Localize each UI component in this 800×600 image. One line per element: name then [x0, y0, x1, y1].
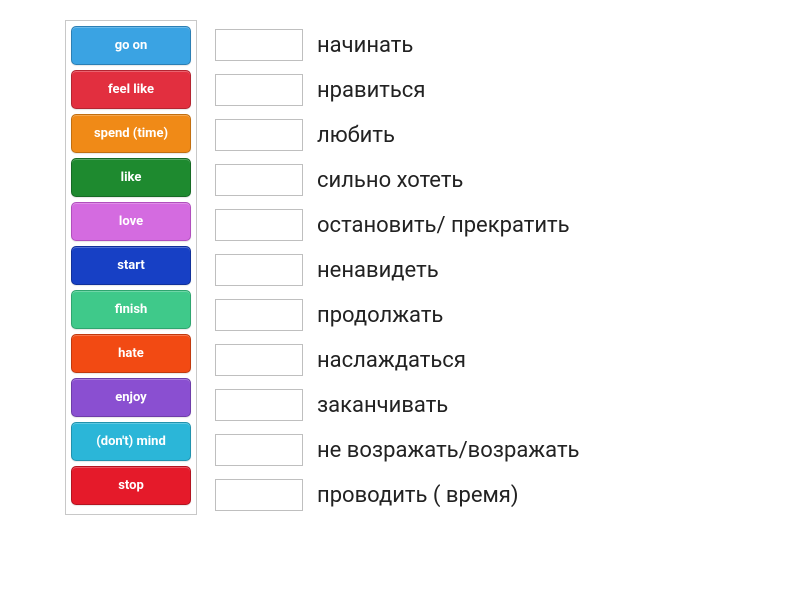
definition-text: продолжать — [317, 303, 443, 328]
draggable-tile[interactable]: like — [71, 158, 191, 197]
drop-zone[interactable] — [215, 299, 303, 331]
definition-text: заканчивать — [317, 393, 448, 418]
target-row: остановить/ прекратить — [215, 205, 579, 245]
targets-panel: начинать нравиться любить сильно хотеть оста… — [215, 20, 579, 515]
draggable-tile[interactable]: enjoy — [71, 378, 191, 417]
definition-text: проводить ( время) — [317, 483, 519, 508]
definition-text: сильно хотеть — [317, 168, 463, 193]
draggable-tile[interactable]: stop — [71, 466, 191, 505]
definition-text: остановить/ прекратить — [317, 213, 570, 238]
draggable-tile[interactable]: love — [71, 202, 191, 241]
definition-text: нравиться — [317, 78, 425, 103]
definition-text: не возражать/возражать — [317, 438, 579, 463]
target-row: нравиться — [215, 70, 579, 110]
definition-text: начинать — [317, 33, 413, 58]
drop-zone[interactable] — [215, 164, 303, 196]
target-row: начинать — [215, 25, 579, 65]
drop-zone[interactable] — [215, 119, 303, 151]
definition-text: наслаждаться — [317, 348, 466, 373]
target-row: заканчивать — [215, 385, 579, 425]
drop-zone[interactable] — [215, 344, 303, 376]
drop-zone[interactable] — [215, 434, 303, 466]
matching-exercise: go on feel like spend (time) like love start f… — [0, 20, 800, 515]
definition-text: любить — [317, 123, 395, 148]
draggable-tile[interactable]: hate — [71, 334, 191, 373]
target-row: наслаждаться — [215, 340, 579, 380]
drop-zone[interactable] — [215, 74, 303, 106]
target-row: проводить ( время) — [215, 475, 579, 515]
draggable-tile[interactable]: finish — [71, 290, 191, 329]
draggable-tile[interactable]: go on — [71, 26, 191, 65]
target-row: не возражать/возражать — [215, 430, 579, 470]
target-row: ненавидеть — [215, 250, 579, 290]
draggable-tiles-panel: go on feel like spend (time) like love start f… — [65, 20, 197, 515]
drop-zone[interactable] — [215, 254, 303, 286]
drop-zone[interactable] — [215, 389, 303, 421]
drop-zone[interactable] — [215, 29, 303, 61]
drop-zone[interactable] — [215, 479, 303, 511]
target-row: любить — [215, 115, 579, 155]
target-row: продолжать — [215, 295, 579, 335]
draggable-tile[interactable]: (don't) mind — [71, 422, 191, 461]
drop-zone[interactable] — [215, 209, 303, 241]
definition-text: ненавидеть — [317, 258, 439, 283]
draggable-tile[interactable]: spend (time) — [71, 114, 191, 153]
target-row: сильно хотеть — [215, 160, 579, 200]
draggable-tile[interactable]: start — [71, 246, 191, 285]
draggable-tile[interactable]: feel like — [71, 70, 191, 109]
